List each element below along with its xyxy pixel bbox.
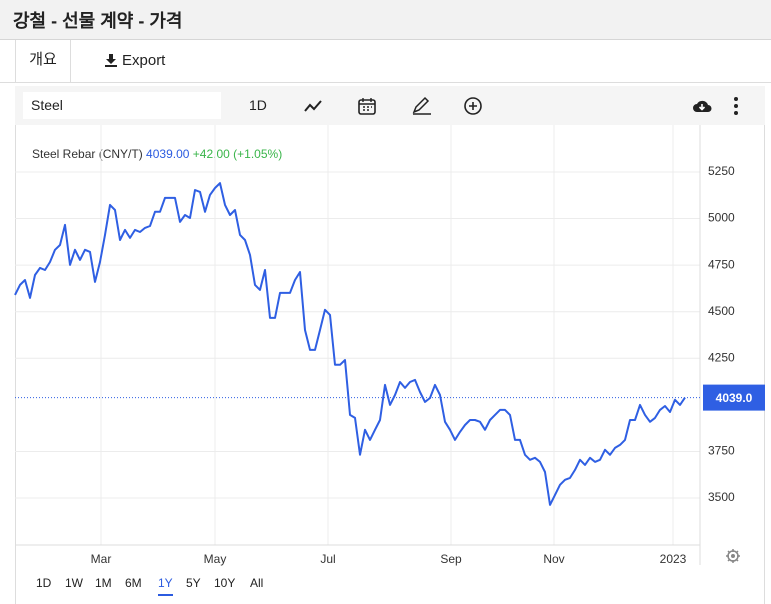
menu-icon[interactable] [731, 96, 741, 116]
range-button[interactable]: 5Y [186, 576, 201, 590]
range-button[interactable]: 10Y [214, 576, 236, 590]
range-button[interactable]: 1D [36, 576, 52, 590]
tabs: 개요 Export [0, 40, 771, 83]
range-button[interactable]: 1W [65, 576, 83, 590]
legend: Steel Rebar (CNY/T) 4039.00 +42.00 (+1.0… [32, 147, 282, 161]
interval-button[interactable]: 1D [249, 97, 267, 113]
range-button[interactable]: 1M [95, 576, 112, 590]
legend-name: Steel Rebar (CNY/T) [32, 147, 143, 161]
page-title: 강철 - 선물 계약 - 가격 [13, 11, 183, 31]
draw-icon[interactable] [411, 96, 433, 116]
cloud-download-icon[interactable] [691, 96, 713, 116]
legend-change-pct: (+1.05%) [233, 147, 283, 161]
chart-widget [15, 86, 765, 604]
add-icon[interactable] [463, 96, 483, 116]
symbol-input[interactable]: Steel [23, 92, 221, 119]
tab-export[interactable]: Export [104, 40, 165, 82]
toolbar: Steel 1D [15, 86, 765, 125]
range-button[interactable]: All [250, 576, 264, 590]
range-button[interactable]: 1Y [158, 576, 173, 596]
legend-change: +42.00 [192, 147, 230, 161]
range-button[interactable]: 6M [125, 576, 142, 590]
chart-type-icon[interactable] [303, 96, 323, 116]
calendar-icon[interactable] [357, 96, 377, 116]
legend-price: 4039.00 [146, 147, 190, 161]
header: 강철 - 선물 계약 - 가격 [0, 0, 771, 40]
download-icon [105, 54, 117, 67]
export-label: Export [122, 52, 166, 69]
tab-overview[interactable]: 개요 [15, 40, 71, 82]
